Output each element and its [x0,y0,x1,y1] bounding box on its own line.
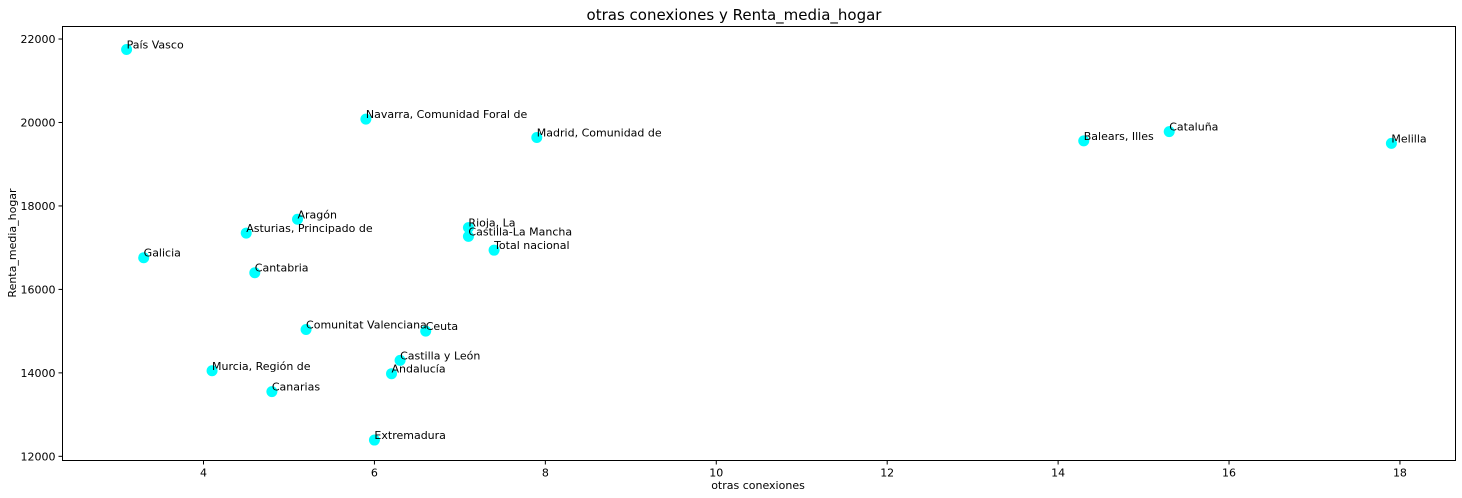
point-label: Cantabria [255,262,309,275]
point-label: Extremadura [374,429,446,442]
data-point [249,267,261,279]
data-point [206,365,218,377]
data-point [420,325,432,337]
y-tick-label: 12000 [21,450,56,463]
point-label: Navarra, Comunidad Foral de [366,108,528,121]
data-point [1385,137,1397,149]
point-labels: País Vasco Navarra, Comunidad Foral de Mad… [127,38,1427,442]
data-point [488,244,500,256]
y-axis-label: Renta_media_hogar [6,188,19,298]
data-point [138,252,150,264]
x-tick-label: 16 [1222,467,1236,480]
data-point [462,222,474,234]
y-tick-label: 16000 [21,283,56,296]
x-tick-label: 12 [880,467,894,480]
data-point [368,434,380,446]
point-label: Total nacional [493,239,570,252]
data-point [386,368,398,380]
data-point [1078,135,1090,147]
point-label: Andalucía [392,363,446,376]
data-points [121,43,1397,446]
data-point [531,132,543,144]
y-tick-label: 14000 [21,367,56,380]
y-tick-label: 20000 [21,116,56,129]
point-label: Ceuta [426,320,458,333]
point-label: Asturias, Principado de [246,222,373,235]
point-label: Murcia, Región de [212,360,311,373]
x-tick-label: 4 [200,467,207,480]
x-tick-label: 6 [371,467,378,480]
point-label: Galicia [144,247,181,260]
data-point [360,113,372,125]
data-point [394,354,406,366]
data-point [300,323,312,335]
data-point [266,386,278,398]
x-axis-label: otras conexiones [711,479,805,492]
point-label: País Vasco [127,38,184,51]
point-label: Balears, Illes [1084,130,1154,143]
data-point [462,230,474,242]
y-tick-label: 22000 [21,33,56,46]
x-tick-label: 8 [542,467,549,480]
data-point [121,43,133,55]
point-label: Castilla y León [400,349,480,362]
point-label: Canarias [272,381,320,394]
data-point [1163,126,1175,138]
x-axis: 4 6 8 10 12 14 16 18 [200,460,1407,480]
data-point [292,213,304,225]
data-point [240,227,252,239]
y-axis: 12000 14000 16000 18000 20000 22000 [21,33,63,463]
point-label: Rioja, La [468,217,515,230]
x-tick-label: 10 [709,467,723,480]
point-label: Castilla-La Mancha [468,225,572,238]
x-tick-label: 14 [1051,467,1065,480]
x-tick-label: 18 [1393,467,1407,480]
plot-frame [62,26,1456,461]
point-label: Madrid, Comunidad de [537,127,662,140]
point-label: Melilla [1391,132,1426,145]
point-label: Cataluña [1169,121,1218,134]
point-label: Comunitat Valenciana [306,318,427,331]
chart-title: otras conexiones y Renta_media_hogar [587,6,883,25]
point-label: Aragón [298,208,338,221]
y-tick-label: 18000 [21,200,56,213]
